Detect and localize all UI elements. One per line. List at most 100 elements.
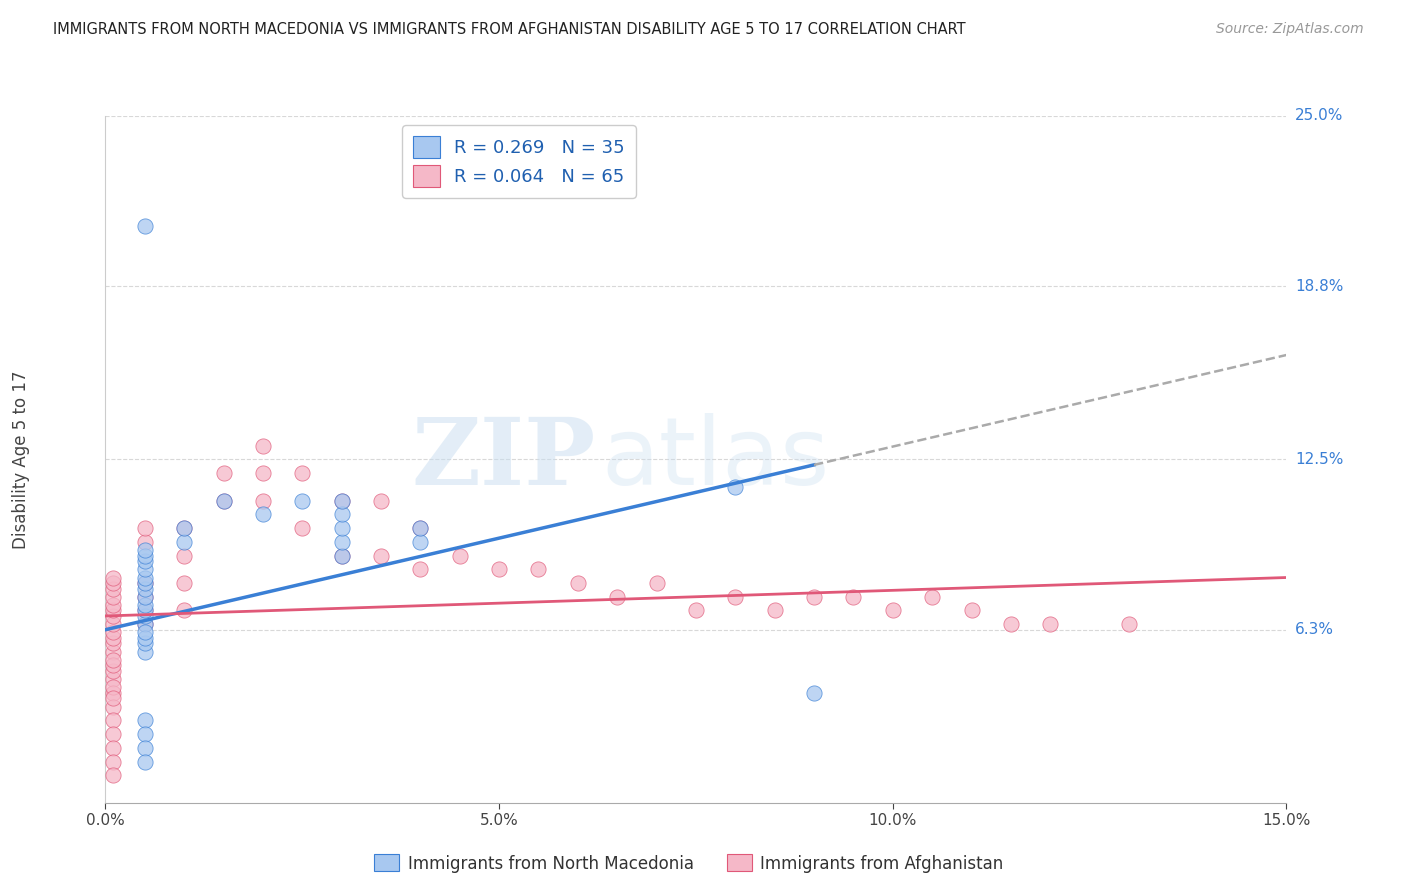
Point: [103, 714, 125, 728]
Point: [134, 534, 156, 549]
Point: [685, 603, 707, 617]
Point: [134, 755, 156, 769]
Point: [370, 493, 392, 508]
Point: [134, 631, 156, 645]
Point: [134, 543, 156, 558]
Point: [1000, 617, 1022, 632]
Point: [291, 493, 314, 508]
Point: [134, 603, 156, 617]
Point: [527, 562, 550, 576]
Point: [330, 508, 353, 522]
Point: [103, 664, 125, 678]
Point: [370, 549, 392, 563]
Point: [330, 534, 353, 549]
Legend: Immigrants from North Macedonia, Immigrants from Afghanistan: Immigrants from North Macedonia, Immigra…: [367, 847, 1011, 880]
Point: [134, 521, 156, 535]
Point: [173, 549, 195, 563]
Point: [645, 576, 668, 591]
Point: [330, 521, 353, 535]
Point: [724, 590, 747, 604]
Point: [134, 636, 156, 650]
Point: [960, 603, 983, 617]
Point: [134, 740, 156, 755]
Point: [103, 699, 125, 714]
Point: [134, 582, 156, 596]
Point: [882, 603, 904, 617]
Point: [103, 768, 125, 782]
Point: [103, 590, 125, 604]
Point: [173, 603, 195, 617]
Point: [330, 493, 353, 508]
Point: [103, 570, 125, 584]
Point: [488, 562, 510, 576]
Text: 18.8%: 18.8%: [1295, 279, 1343, 293]
Point: [103, 672, 125, 686]
Point: [330, 549, 353, 563]
Point: [173, 534, 195, 549]
Point: [134, 570, 156, 584]
Text: ZIP: ZIP: [412, 415, 596, 504]
Text: 25.0%: 25.0%: [1295, 109, 1343, 123]
Point: [134, 576, 156, 591]
Point: [252, 439, 274, 453]
Point: [103, 603, 125, 617]
Text: Source: ZipAtlas.com: Source: ZipAtlas.com: [1216, 22, 1364, 37]
Point: [103, 755, 125, 769]
Point: [409, 521, 432, 535]
Point: [134, 549, 156, 563]
Point: [409, 534, 432, 549]
Point: [212, 493, 235, 508]
Point: [449, 549, 471, 563]
Point: [842, 590, 865, 604]
Point: [252, 508, 274, 522]
Point: [763, 603, 786, 617]
Point: [409, 562, 432, 576]
Point: [212, 466, 235, 480]
Point: [1118, 617, 1140, 632]
Text: 6.3%: 6.3%: [1295, 623, 1334, 637]
Point: [103, 636, 125, 650]
Point: [134, 645, 156, 659]
Point: [921, 590, 943, 604]
Point: [103, 609, 125, 624]
Point: [103, 582, 125, 596]
Point: [134, 554, 156, 568]
Point: [103, 617, 125, 632]
Point: [103, 645, 125, 659]
Point: [103, 681, 125, 695]
Point: [134, 576, 156, 591]
Point: [134, 598, 156, 612]
Point: [212, 493, 235, 508]
Point: [134, 609, 156, 624]
Point: [724, 480, 747, 494]
Point: [173, 576, 195, 591]
Point: [803, 590, 825, 604]
Point: [134, 219, 156, 233]
Point: [134, 603, 156, 617]
Text: 12.5%: 12.5%: [1295, 452, 1343, 467]
Point: [330, 549, 353, 563]
Point: [409, 521, 432, 535]
Text: IMMIGRANTS FROM NORTH MACEDONIA VS IMMIGRANTS FROM AFGHANISTAN DISABILITY AGE 5 : IMMIGRANTS FROM NORTH MACEDONIA VS IMMIG…: [53, 22, 966, 37]
Point: [291, 521, 314, 535]
Text: Disability Age 5 to 17: Disability Age 5 to 17: [13, 370, 30, 549]
Point: [134, 562, 156, 576]
Point: [134, 617, 156, 632]
Point: [252, 493, 274, 508]
Point: [103, 686, 125, 700]
Point: [103, 598, 125, 612]
Point: [173, 521, 195, 535]
Point: [291, 466, 314, 480]
Point: [606, 590, 628, 604]
Point: [103, 691, 125, 706]
Point: [103, 631, 125, 645]
Point: [252, 466, 274, 480]
Point: [134, 590, 156, 604]
Point: [134, 617, 156, 632]
Point: [173, 521, 195, 535]
Point: [134, 714, 156, 728]
Point: [103, 727, 125, 741]
Point: [134, 590, 156, 604]
Point: [134, 625, 156, 640]
Point: [567, 576, 589, 591]
